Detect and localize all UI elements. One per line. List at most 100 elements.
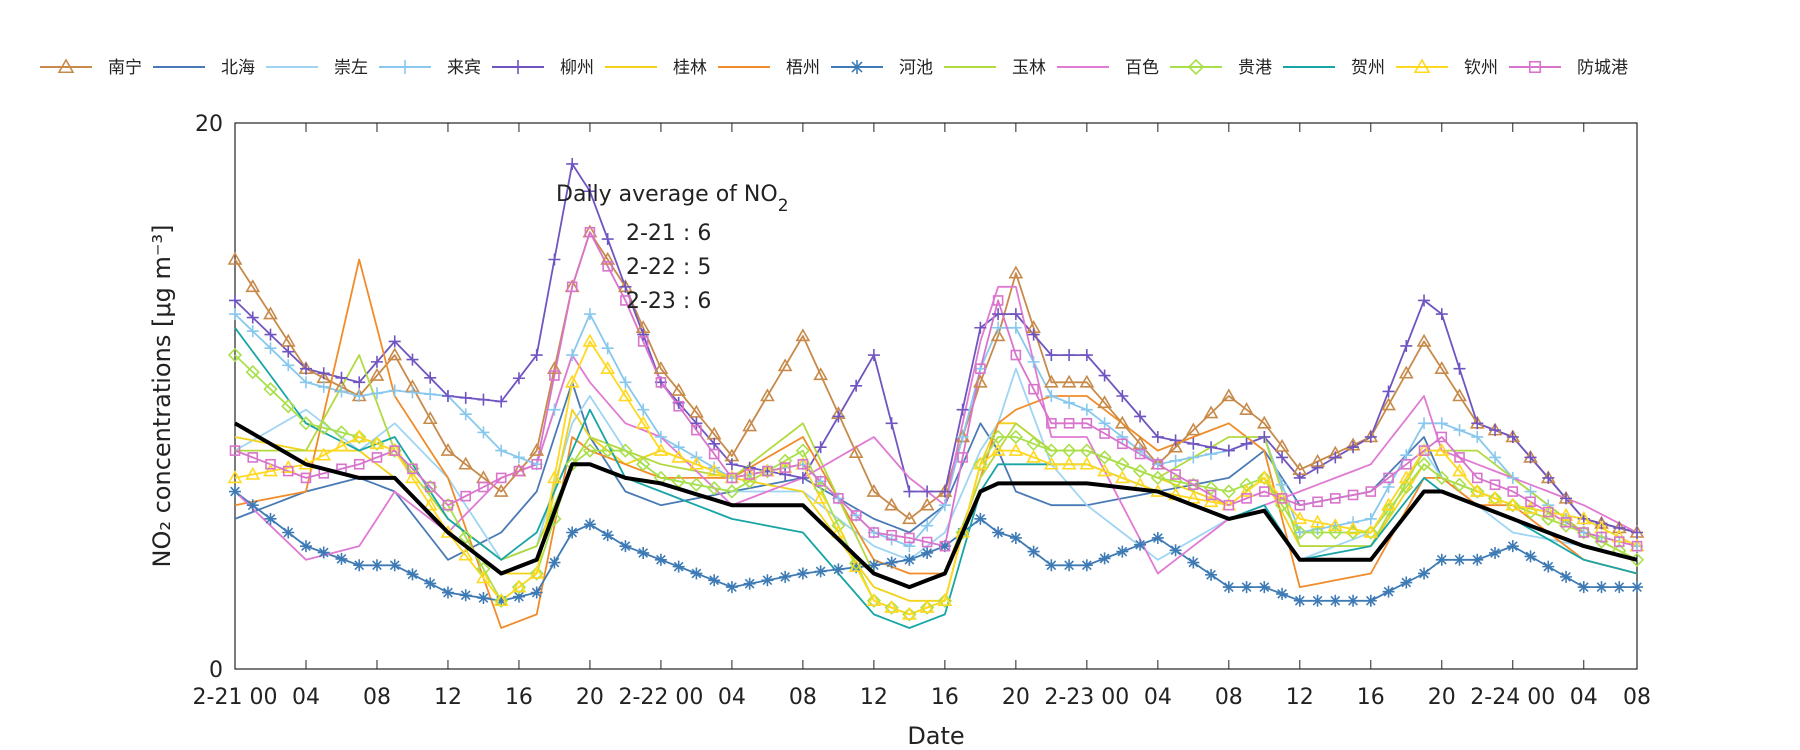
plus-marker (832, 410, 845, 423)
square-marker (495, 472, 507, 484)
plus-marker (282, 359, 295, 372)
square-marker (655, 377, 667, 388)
plus-marker (779, 468, 792, 481)
x-tick-label: 20 (1002, 685, 1030, 710)
plus-marker (1222, 444, 1235, 457)
square-marker (1507, 486, 1519, 497)
diamond-marker (778, 453, 793, 468)
plus-marker (938, 485, 951, 498)
diamond-marker (636, 457, 651, 472)
legend-label: 崇左 (334, 58, 368, 78)
x-tick-label: 16 (505, 685, 533, 710)
plus-marker (1293, 471, 1306, 484)
plus-marker (1560, 492, 1573, 505)
triangle-marker (689, 456, 704, 470)
diamond-marker (458, 529, 473, 545)
star-marker (743, 577, 756, 590)
square-marker (779, 462, 791, 473)
diamond-marker (990, 429, 1006, 445)
star-marker (1524, 550, 1537, 563)
star-marker (583, 518, 596, 531)
square-marker (1596, 531, 1607, 543)
star-marker (1595, 581, 1608, 594)
triangle-marker (511, 579, 527, 593)
legend-item-桂林: 桂林 (605, 58, 707, 78)
legend-item-柳州: 柳州 (492, 58, 594, 78)
triangle-marker (1079, 374, 1095, 388)
triangle-marker (1434, 361, 1450, 375)
triangle-marker (458, 456, 474, 470)
square-marker (921, 536, 933, 548)
plus-marker (511, 60, 525, 74)
triangle-marker (369, 367, 385, 381)
diamond-marker (1008, 429, 1023, 445)
legend-item-贺州: 贺州 (1283, 58, 1385, 78)
triangle-marker (1452, 388, 1467, 402)
star-marker (1435, 553, 1448, 566)
x-tick-label: 08 (789, 685, 817, 710)
square-marker (1276, 493, 1288, 504)
star-marker (974, 512, 987, 525)
star-marker (1293, 594, 1306, 607)
plus-marker (335, 385, 348, 398)
x-tick-label: 20 (1428, 685, 1456, 710)
plus-marker (1009, 321, 1022, 334)
triangle-marker (1008, 265, 1024, 279)
plus-marker (299, 362, 312, 375)
plus-marker (921, 519, 934, 532)
plus-marker (1027, 355, 1040, 368)
diamond-marker (369, 436, 385, 451)
plus-marker (229, 294, 241, 307)
square-marker (265, 458, 276, 470)
star-marker (1027, 545, 1040, 558)
triangle-marker (1203, 494, 1219, 508)
star-marker (1009, 531, 1022, 544)
triangle-marker (1452, 463, 1467, 477)
legend-label: 钦州 (1464, 58, 1498, 78)
triangle-marker (813, 490, 829, 504)
square-marker (886, 529, 897, 541)
triangle-marker (1256, 415, 1272, 429)
plus-marker (1098, 417, 1111, 430)
plus-marker (1418, 294, 1431, 307)
square-marker (1010, 349, 1022, 361)
square-marker (478, 481, 489, 493)
legend-label: 梧州 (786, 58, 820, 78)
diamond-marker (245, 364, 260, 380)
plus-marker (1489, 424, 1502, 437)
diamond-marker (1310, 525, 1325, 540)
star-marker (495, 594, 508, 607)
square-marker (424, 481, 436, 493)
plus-marker (1045, 349, 1058, 362)
x-tick-label: 04 (1570, 685, 1598, 710)
star-marker (246, 499, 259, 512)
triangle-marker (902, 606, 917, 620)
star-marker (370, 559, 383, 572)
star-marker (850, 60, 864, 74)
triangle-marker (919, 599, 935, 613)
triangle-marker (1310, 514, 1325, 528)
triangle-marker (1576, 511, 1592, 525)
diamond-marker (973, 457, 988, 472)
square-marker (229, 445, 241, 456)
plus-marker (654, 430, 667, 443)
plus-marker (1364, 430, 1377, 443)
triangle-marker (1381, 397, 1396, 411)
plus-marker (1116, 390, 1129, 402)
triangle-marker (245, 466, 261, 480)
plus-marker (619, 280, 632, 293)
star-marker (264, 512, 277, 525)
square-marker (1205, 489, 1217, 501)
plus-marker (1276, 451, 1289, 464)
plus-marker (512, 372, 525, 385)
x-tick-label: 04 (718, 685, 746, 710)
triangle-marker (1203, 405, 1219, 419)
square-marker (1365, 486, 1377, 497)
square-marker (868, 527, 880, 538)
triangle-marker (671, 449, 687, 463)
plus-marker (566, 349, 579, 362)
plus-marker (1045, 390, 1058, 402)
triangle-marker (1097, 463, 1112, 477)
triangle-marker (795, 328, 811, 342)
x-tick-label: 20 (576, 685, 604, 710)
